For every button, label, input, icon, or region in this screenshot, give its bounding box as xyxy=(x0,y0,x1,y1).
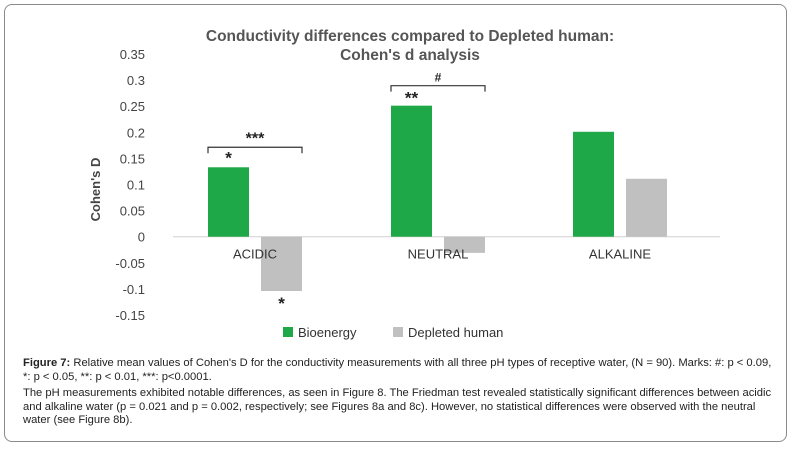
significance-mark: * xyxy=(278,294,285,313)
significance-mark: * xyxy=(225,148,232,167)
legend-label: Depleted human xyxy=(408,325,503,340)
bar-depleted-human xyxy=(626,178,667,237)
bracket-mark: *** xyxy=(246,130,265,147)
significance-bracket xyxy=(390,85,486,92)
bar-depleted-human xyxy=(444,236,485,253)
chart-title: Conductivity differences compared to Dep… xyxy=(206,28,614,45)
y-tick-label: 0 xyxy=(138,230,145,245)
significance-mark: ** xyxy=(405,89,419,108)
y-tick-label: -0.1 xyxy=(123,282,145,297)
y-tick-label: 0.3 xyxy=(127,73,145,88)
caption-paragraph: Figure 7: Relative mean values of Cohen'… xyxy=(23,357,775,384)
y-tick-label: 0.15 xyxy=(120,151,145,166)
chart-svg: Conductivity differences compared to Dep… xyxy=(88,28,720,340)
bar-bioenergy xyxy=(208,167,249,237)
y-tick-label: 0.1 xyxy=(127,178,145,193)
y-tick-label: 0.05 xyxy=(120,204,145,219)
y-tick-label: -0.15 xyxy=(115,308,145,323)
caption-text: Relative mean values of Cohen's D for th… xyxy=(23,357,772,383)
bar-depleted-human xyxy=(261,236,302,291)
category-label: NEUTRAL xyxy=(408,247,469,262)
chart: Conductivity differences compared to Dep… xyxy=(5,5,786,355)
bar-bioenergy xyxy=(573,131,614,237)
y-tick-label: 0.35 xyxy=(120,47,145,62)
legend-label: Bioenergy xyxy=(298,325,357,340)
y-tick-label: 0.2 xyxy=(127,125,145,140)
category-label: ACIDIC xyxy=(233,247,277,262)
y-tick-label: 0.25 xyxy=(120,99,145,114)
y-tick-label: -0.05 xyxy=(115,256,145,271)
significance-bracket xyxy=(207,146,303,154)
chart-subtitle: Cohen's d analysis xyxy=(340,47,480,64)
legend-swatch xyxy=(393,327,403,337)
category-label: ALKALINE xyxy=(589,247,651,262)
caption-label: Figure 7: xyxy=(23,357,71,369)
bracket-mark: # xyxy=(435,71,442,85)
figure-panel: Conductivity differences compared to Dep… xyxy=(4,4,787,442)
bar-bioenergy xyxy=(391,105,432,237)
legend-swatch xyxy=(283,327,293,337)
y-axis-label: Cohen's D xyxy=(88,158,103,222)
figure-caption: Figure 7: Relative mean values of Cohen'… xyxy=(23,357,775,431)
caption-body: The pH measurements exhibited notable di… xyxy=(23,387,772,426)
